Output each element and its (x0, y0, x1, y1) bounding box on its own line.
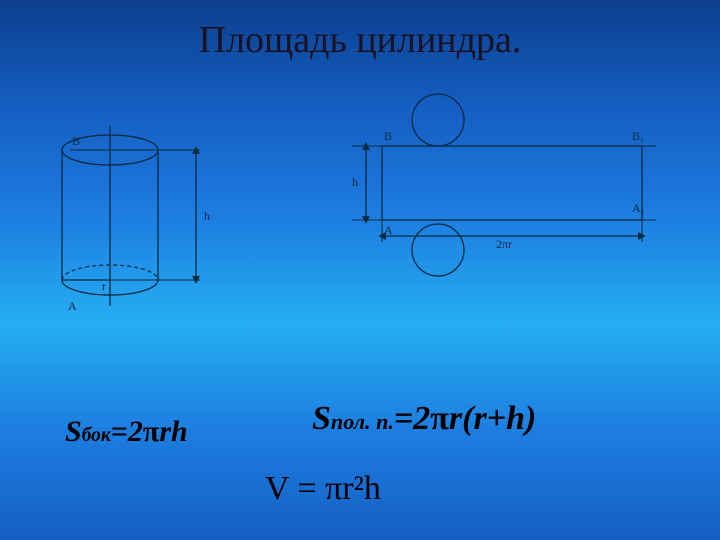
svg-text:В: В (384, 129, 392, 143)
svg-text:r: r (102, 279, 106, 293)
formula-volume: V = πr²h (265, 470, 381, 508)
net-diagram: А А₁ В В₁ h 2πr (338, 90, 678, 300)
formula-full: Sпол. п.=2πr(r+h) (312, 400, 536, 438)
cylinder-diagram: А Вh r (50, 120, 250, 330)
svg-text:В₁: В₁ (632, 129, 644, 143)
slide: Площадь цилиндра. А Вh r А А₁ В В₁ h 2πr Sбок=2… (0, 0, 720, 540)
svg-text:h: h (204, 209, 210, 223)
slide-title: Площадь цилиндра. (0, 18, 720, 62)
formula-lateral: Sбок=2πrh (65, 415, 188, 449)
svg-text:А: А (68, 299, 77, 313)
svg-text:h: h (352, 175, 358, 189)
svg-text:А: А (384, 223, 393, 237)
svg-text:В: В (72, 134, 80, 148)
svg-text:2πr: 2πr (496, 237, 512, 251)
svg-text:А₁: А₁ (632, 201, 645, 215)
